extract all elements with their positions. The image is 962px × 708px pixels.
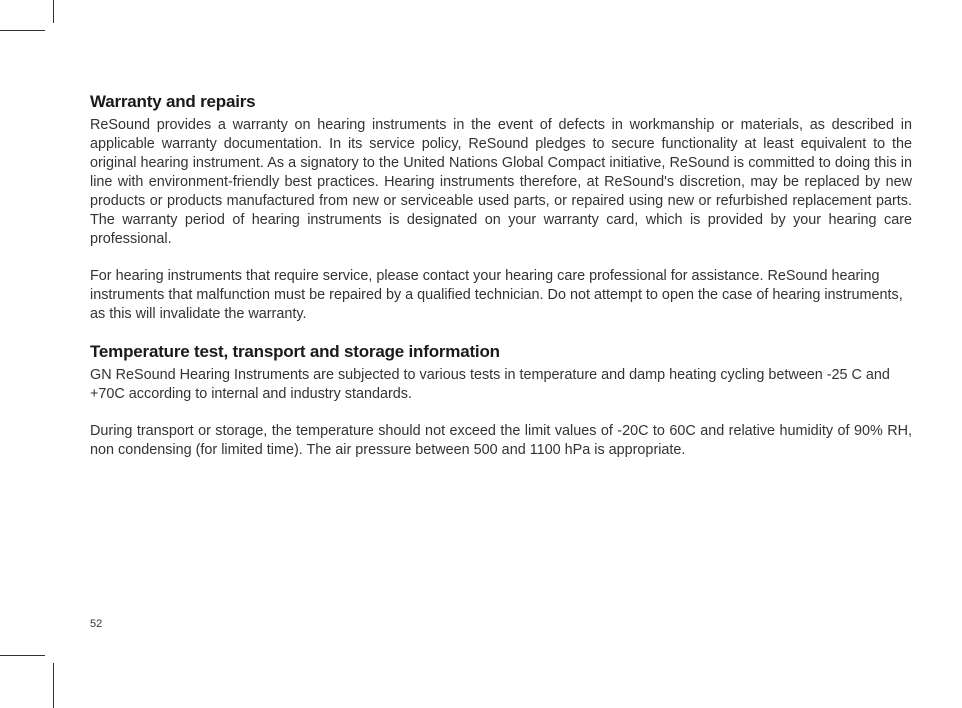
warranty-para-2: For hearing instruments that require ser… (90, 267, 912, 324)
warranty-heading: Warranty and repairs (90, 92, 912, 112)
temperature-heading: Temperature test, transport and storage … (90, 342, 912, 362)
crop-mark (53, 0, 54, 23)
temperature-para-1: GN ReSound Hearing Instruments are subje… (90, 366, 912, 404)
page-number: 52 (90, 618, 102, 630)
page-content: Warranty and repairs ReSound provides a … (90, 92, 912, 478)
crop-mark (0, 655, 45, 656)
temperature-para-2: During transport or storage, the tempera… (90, 422, 912, 460)
crop-mark (0, 30, 45, 31)
document-page: Warranty and repairs ReSound provides a … (0, 0, 962, 708)
crop-mark (53, 663, 54, 708)
warranty-para-1: ReSound provides a warranty on hearing i… (90, 116, 912, 249)
